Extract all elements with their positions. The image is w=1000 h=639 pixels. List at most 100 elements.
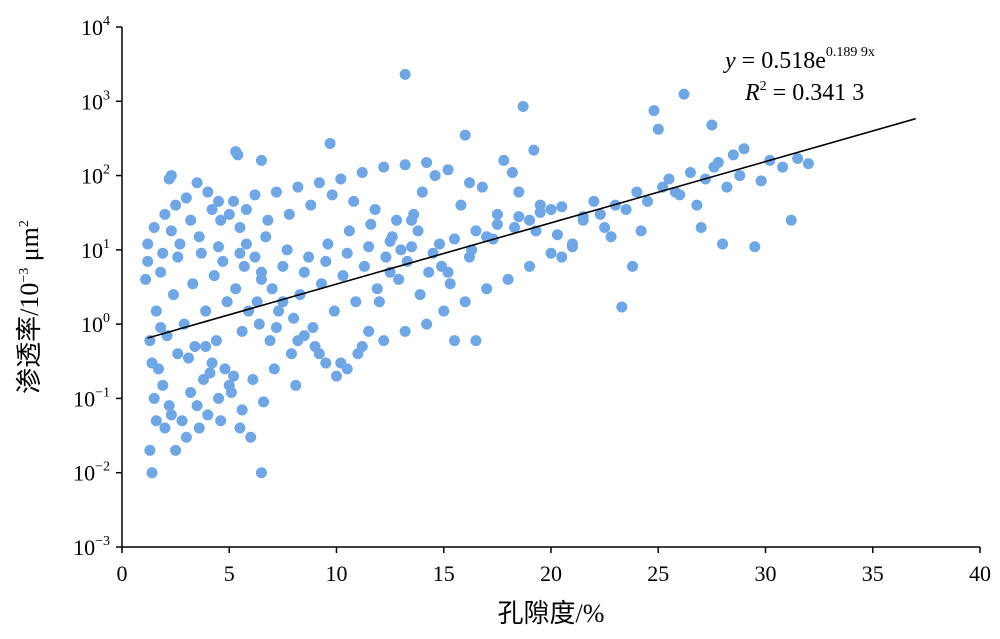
data-point <box>152 363 164 375</box>
data-point <box>307 322 319 334</box>
data-point <box>148 221 160 233</box>
data-point <box>524 260 536 272</box>
data-point <box>356 166 368 178</box>
data-point <box>491 208 503 220</box>
data-point <box>320 255 332 267</box>
data-point <box>270 322 282 334</box>
data-point <box>706 119 718 131</box>
x-tick-label: 10 <box>326 561 348 586</box>
data-point <box>260 231 272 243</box>
data-point <box>255 154 267 166</box>
trendline <box>147 117 916 339</box>
data-point <box>406 241 418 253</box>
data-point <box>363 241 375 253</box>
data-point <box>200 305 212 317</box>
data-point <box>210 335 222 347</box>
data-point <box>142 238 154 250</box>
data-point <box>170 444 182 456</box>
data-point <box>371 283 383 295</box>
data-point <box>172 348 184 360</box>
data-point <box>245 431 257 443</box>
y-axis-title-exponent: −3 <box>17 268 32 283</box>
y-tick-label: 102 <box>81 163 110 189</box>
x-axis-ticks: 0 5 10 15 20 25 30 35 40 <box>117 547 991 586</box>
data-point <box>416 186 428 198</box>
x-tick-label: 40 <box>969 561 991 586</box>
data-point <box>577 214 589 226</box>
data-point <box>253 318 265 330</box>
y-tick-label: 103 <box>81 88 110 114</box>
data-point <box>631 186 643 198</box>
data-point <box>459 296 471 308</box>
data-point <box>163 173 175 185</box>
data-point <box>545 203 557 215</box>
data-point <box>335 357 347 369</box>
data-point <box>182 352 194 364</box>
data-point <box>234 221 246 233</box>
data-point <box>326 189 338 201</box>
data-point <box>378 161 390 173</box>
data-point <box>172 251 184 263</box>
data-point <box>399 325 411 337</box>
data-point <box>159 422 171 434</box>
data-point <box>170 199 182 211</box>
data-point <box>605 231 617 243</box>
data-point <box>391 214 403 226</box>
r-squared-label: R2 = 0.341 3 <box>744 79 864 106</box>
data-point <box>191 177 203 189</box>
data-point <box>448 335 460 347</box>
data-point <box>255 467 267 479</box>
data-point <box>264 335 276 347</box>
data-point <box>140 273 152 285</box>
data-point <box>155 266 167 278</box>
data-point <box>785 214 797 226</box>
data-points <box>140 68 814 479</box>
data-point <box>448 233 460 245</box>
y-axis-title: 渗透率/10−3 μm2 <box>15 220 44 394</box>
data-point <box>594 208 606 220</box>
data-point <box>663 173 675 185</box>
r-squared-value: = 0.341 3 <box>767 80 865 106</box>
x-tick-label: 20 <box>540 561 562 586</box>
data-point <box>155 322 167 334</box>
data-point <box>288 312 300 324</box>
data-point <box>217 255 229 267</box>
equation-y: y <box>723 48 736 74</box>
data-point <box>303 251 315 263</box>
data-point <box>566 241 578 253</box>
data-point <box>206 203 218 215</box>
data-point <box>429 170 441 182</box>
data-point <box>232 149 244 161</box>
data-point <box>695 221 707 233</box>
data-point <box>266 283 278 295</box>
y-tick-label: 100 <box>81 311 110 337</box>
data-point <box>721 181 733 193</box>
data-point <box>215 415 227 427</box>
data-point <box>691 199 703 211</box>
equation-body: = 0.518e <box>736 48 826 74</box>
data-point <box>331 370 342 382</box>
data-point <box>524 214 536 226</box>
data-point <box>498 154 510 166</box>
data-point <box>228 370 240 382</box>
data-point <box>165 409 177 421</box>
data-point <box>648 105 660 117</box>
data-point <box>444 278 456 290</box>
data-point <box>262 214 274 226</box>
data-point <box>150 415 162 427</box>
data-point <box>337 270 349 282</box>
data-point <box>258 396 270 408</box>
data-point <box>802 158 814 170</box>
data-point <box>341 247 353 259</box>
data-point <box>208 270 220 282</box>
data-point <box>620 203 632 215</box>
data-point <box>180 192 192 204</box>
x-axis-title: 孔隙度/% <box>498 599 605 628</box>
data-point <box>281 244 293 256</box>
data-point <box>240 238 252 250</box>
data-point <box>393 273 405 285</box>
data-point <box>684 166 696 178</box>
data-point <box>463 177 475 189</box>
data-point <box>717 238 729 250</box>
